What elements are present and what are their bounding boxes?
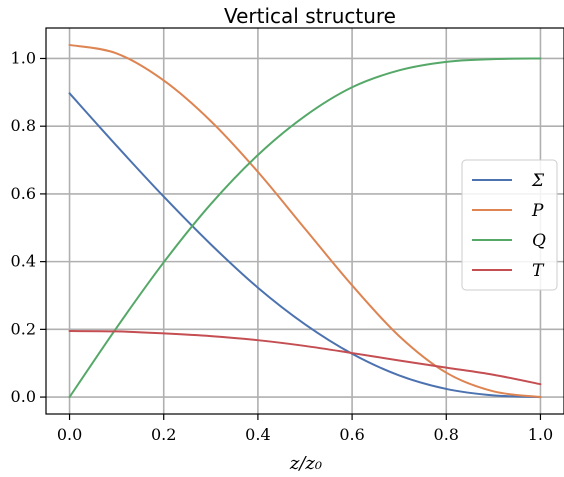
y-tick-label: 0.2 — [11, 319, 36, 338]
series-line-Q — [68, 57, 542, 399]
x-axis-label: z/z₀ — [289, 453, 322, 474]
ticks: 0.0 0.2 0.4 0.6 0.8 1.0 0.0 0.2 0.4 0.6 0.8 1.0 — [11, 48, 554, 444]
series-line-P — [68, 43, 542, 399]
y-tick-label: 0.4 — [11, 252, 36, 271]
x-tick-label: 0.6 — [339, 425, 364, 444]
legend-box — [461, 159, 558, 291]
legend-label: Σ — [531, 171, 545, 191]
y-tick-label: 1.0 — [11, 48, 36, 67]
legend-label: P — [531, 201, 544, 221]
x-tick-label: 1.0 — [528, 425, 553, 444]
y-tick-label: 0.0 — [11, 387, 36, 406]
series-line-T — [68, 330, 542, 386]
legend-label: Q — [532, 231, 546, 251]
chart-title: Vertical structure — [224, 4, 396, 28]
series-group — [68, 43, 542, 399]
x-tick-label: 0.0 — [57, 425, 82, 444]
plot-area — [45, 27, 564, 415]
x-tick-label: 0.8 — [434, 425, 459, 444]
x-tick-label: 0.4 — [245, 425, 270, 444]
y-tick-label: 0.6 — [11, 184, 36, 203]
x-tick-label: 0.2 — [151, 425, 176, 444]
series-line-Σ — [68, 92, 542, 399]
legend-label: T — [532, 261, 545, 281]
y-tick-label: 0.8 — [11, 116, 36, 135]
